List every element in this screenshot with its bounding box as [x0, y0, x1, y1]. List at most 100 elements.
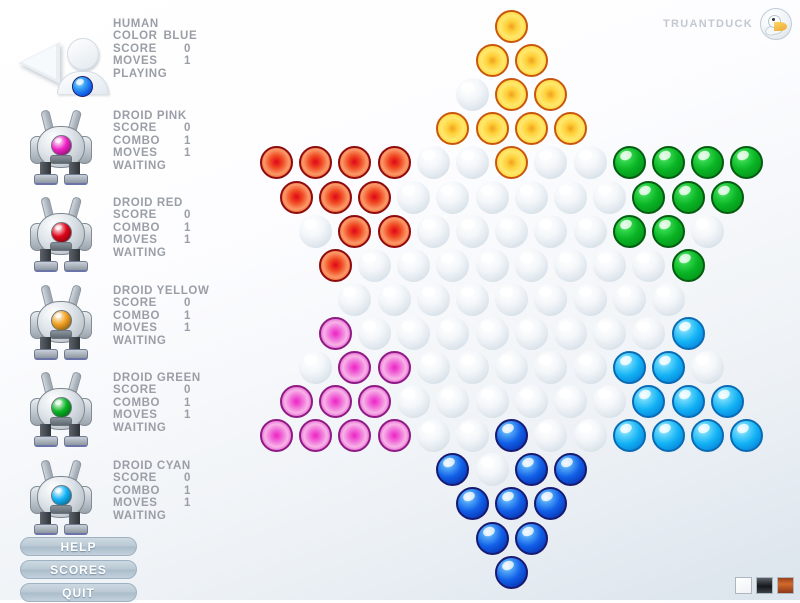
board-hole[interactable] — [495, 282, 529, 316]
board-marble-yellow[interactable] — [495, 10, 529, 43]
board-marble-green[interactable] — [652, 146, 685, 180]
board-marble-magenta[interactable] — [377, 419, 411, 453]
board-marble-magenta[interactable] — [279, 385, 313, 419]
board-hole[interactable] — [397, 248, 431, 282]
board-marble-red[interactable] — [260, 146, 293, 180]
board-marble-red[interactable] — [338, 146, 372, 180]
board-hole[interactable] — [554, 180, 587, 214]
board-hole[interactable] — [475, 453, 509, 487]
board-hole[interactable] — [338, 282, 372, 316]
board-hole[interactable] — [436, 248, 470, 282]
board-marble-cyan[interactable] — [730, 419, 764, 453]
board-hole[interactable] — [514, 385, 548, 419]
board-marble-blue[interactable] — [514, 521, 548, 555]
board-hole[interactable] — [573, 214, 607, 248]
board-marble-blue[interactable] — [495, 419, 529, 453]
board-marble-magenta[interactable] — [338, 351, 372, 384]
board-hole[interactable] — [554, 316, 587, 350]
board-marble-yellow[interactable] — [475, 112, 509, 146]
board-marble-magenta[interactable] — [318, 316, 352, 350]
board-marble-blue[interactable] — [436, 453, 470, 487]
board-marble-cyan[interactable] — [652, 351, 685, 384]
board-hole[interactable] — [475, 316, 509, 350]
board-hole[interactable] — [416, 214, 450, 248]
board-marble-red[interactable] — [318, 248, 352, 282]
board-marble-blue[interactable] — [534, 487, 568, 521]
board-hole[interactable] — [416, 282, 450, 316]
board-marble-magenta[interactable] — [338, 419, 372, 453]
board-marble-magenta[interactable] — [299, 419, 333, 453]
board-hole[interactable] — [593, 385, 627, 419]
board-hole[interactable] — [456, 282, 489, 316]
board-hole[interactable] — [416, 146, 450, 180]
help-button[interactable]: HELP — [20, 537, 137, 556]
board-hole[interactable] — [534, 282, 568, 316]
board-marble-cyan[interactable] — [612, 419, 646, 453]
board-hole[interactable] — [632, 248, 666, 282]
board-hole[interactable] — [475, 180, 509, 214]
board-hole[interactable] — [514, 248, 548, 282]
board-marble-yellow[interactable] — [495, 146, 529, 180]
board-marble-yellow[interactable] — [534, 78, 568, 112]
board-hole[interactable] — [514, 316, 548, 350]
board-marble-red[interactable] — [377, 146, 411, 180]
board-hole[interactable] — [593, 248, 627, 282]
board-marble-cyan[interactable] — [671, 385, 705, 419]
board-marble-green[interactable] — [710, 180, 744, 214]
board-marble-magenta[interactable] — [260, 419, 293, 453]
board-hole[interactable] — [691, 214, 725, 248]
board-marble-blue[interactable] — [475, 521, 509, 555]
board-hole[interactable] — [397, 180, 431, 214]
board-hole[interactable] — [456, 351, 489, 384]
board-marble-yellow[interactable] — [554, 112, 587, 146]
board-hole[interactable] — [534, 419, 568, 453]
board-hole[interactable] — [554, 248, 587, 282]
board-marble-green[interactable] — [632, 180, 666, 214]
swatch-white[interactable] — [735, 577, 752, 594]
board-marble-yellow[interactable] — [495, 78, 529, 112]
board-marble-green[interactable] — [652, 214, 685, 248]
board-hole[interactable] — [534, 146, 568, 180]
board-hole[interactable] — [299, 214, 333, 248]
board-marble-magenta[interactable] — [358, 385, 391, 419]
board-marble-red[interactable] — [279, 180, 313, 214]
board-hole[interactable] — [573, 146, 607, 180]
board-marble-yellow[interactable] — [514, 44, 548, 78]
board-marble-cyan[interactable] — [632, 385, 666, 419]
board-hole[interactable] — [495, 214, 529, 248]
board-marble-yellow[interactable] — [436, 112, 470, 146]
board-marble-cyan[interactable] — [652, 419, 685, 453]
board-hole[interactable] — [436, 316, 470, 350]
board-hole[interactable] — [416, 419, 450, 453]
board-hole[interactable] — [436, 385, 470, 419]
board-hole[interactable] — [612, 282, 646, 316]
board-hole[interactable] — [456, 146, 489, 180]
board-marble-green[interactable] — [691, 146, 725, 180]
board-hole[interactable] — [534, 351, 568, 384]
board-hole[interactable] — [416, 351, 450, 384]
board-hole[interactable] — [554, 385, 587, 419]
board-marble-red[interactable] — [358, 180, 391, 214]
board-marble-red[interactable] — [338, 214, 372, 248]
board-hole[interactable] — [593, 180, 627, 214]
board-marble-green[interactable] — [671, 180, 705, 214]
board-hole[interactable] — [397, 316, 431, 350]
board-marble-blue[interactable] — [495, 487, 529, 521]
board-hole[interactable] — [456, 214, 489, 248]
swatch-dark[interactable] — [756, 577, 773, 594]
board-hole[interactable] — [593, 316, 627, 350]
board-marble-cyan[interactable] — [612, 351, 646, 384]
board-hole[interactable] — [534, 214, 568, 248]
board-hole[interactable] — [436, 180, 470, 214]
board-hole[interactable] — [514, 180, 548, 214]
board-hole[interactable] — [573, 419, 607, 453]
board-marble-blue[interactable] — [456, 487, 489, 521]
board-marble-yellow[interactable] — [514, 112, 548, 146]
board-marble-blue[interactable] — [495, 555, 529, 589]
board-hole[interactable] — [573, 282, 607, 316]
board-hole[interactable] — [475, 385, 509, 419]
board-marble-blue[interactable] — [514, 453, 548, 487]
board-marble-cyan[interactable] — [671, 316, 705, 350]
board-hole[interactable] — [358, 248, 391, 282]
